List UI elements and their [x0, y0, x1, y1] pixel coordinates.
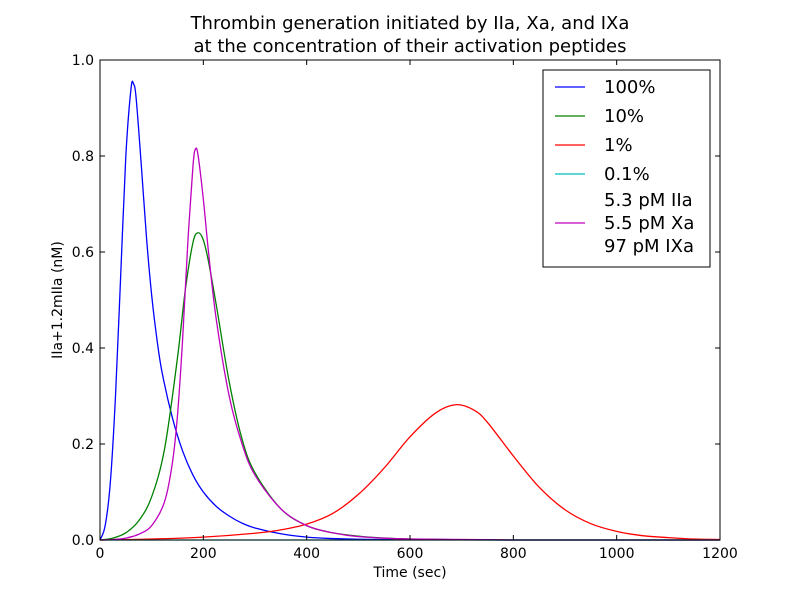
y-tick-label: 1.0: [72, 53, 94, 69]
x-tick-label: 200: [190, 546, 217, 562]
legend-entry-5: 5.3 pM IIa 5.5 pM Xa 97 pM IXa: [555, 190, 694, 257]
x-tick-label: 600: [397, 546, 424, 562]
x-tick-label: 1200: [702, 546, 738, 562]
legend: 100% 10% 1% 0.1% 5.3 pM IIa 5.5 pM Xa 97 pM IX…: [542, 69, 711, 268]
legend-label: 0.1%: [604, 164, 650, 185]
x-tick-label: 1000: [599, 546, 635, 562]
legend-entry-2: 10%: [555, 106, 644, 127]
x-tick-label: 0: [96, 546, 105, 562]
chart-title-line-1: Thrombin generation initiated by IIa, Xa…: [190, 13, 630, 34]
x-tick-label: 400: [293, 546, 320, 562]
y-tick-label: 0.6: [72, 245, 94, 261]
series-line-1: [99, 80, 720, 541]
x-tick-label: 800: [500, 546, 527, 562]
plot-frame: [99, 59, 721, 541]
legend-entry-1: 100%: [555, 77, 655, 98]
ticks-layer: 0 200 400 600 800 1000 1200 0.0 0.2 0.4 0.6 0.8 1.0: [72, 53, 738, 562]
legend-label: 100%: [604, 77, 655, 98]
series-line-5: [99, 147, 720, 541]
chart-title-line-2: at the concentration of their activation…: [194, 36, 627, 57]
y-tick-label: 0.8: [72, 149, 94, 165]
x-axis-label: Time (sec): [372, 565, 446, 581]
legend-entry-4: 0.1%: [555, 164, 650, 185]
y-axis-label: IIa+1.2mIIa (nM): [50, 241, 66, 359]
series-line-3: [99, 403, 721, 541]
legend-label: 10%: [604, 106, 644, 127]
legend-entry-3: 1%: [555, 135, 633, 156]
y-tick-label: 0.0: [72, 533, 94, 549]
legend-label: 5.3 pM IIa 5.5 pM Xa 97 pM IXa: [604, 190, 694, 257]
legend-frame: [542, 69, 711, 268]
y-tick-label: 0.2: [72, 437, 94, 453]
y-tick-label: 0.4: [72, 341, 94, 357]
legend-label: 1%: [604, 135, 633, 156]
